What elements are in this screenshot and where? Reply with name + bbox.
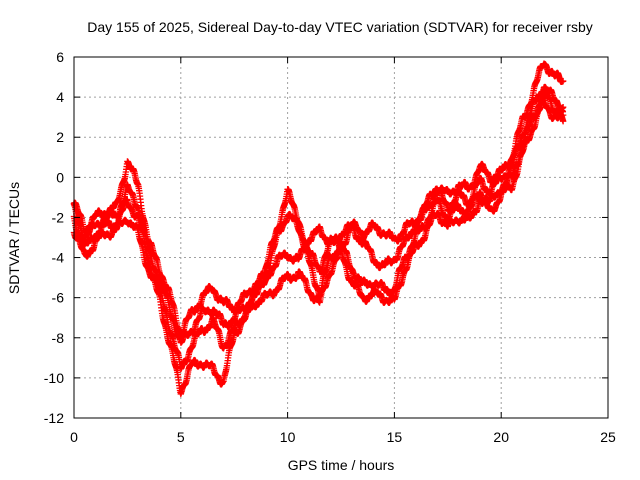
chart-title: Day 155 of 2025, Sidereal Day-to-day VTE…	[87, 19, 593, 35]
series-track-2	[70, 83, 567, 346]
data-point	[559, 77, 567, 85]
data-points-layer	[70, 60, 567, 398]
